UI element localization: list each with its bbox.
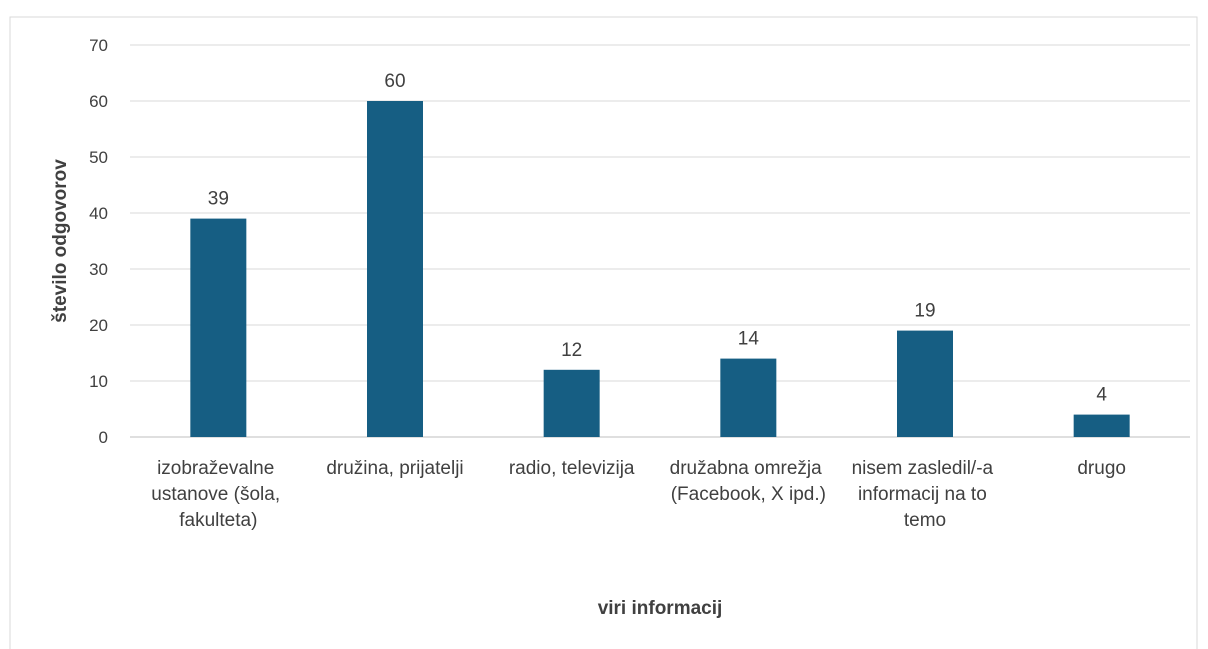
y-tick-label: 40 [89,204,108,223]
chart-frame [9,16,1198,649]
x-tick-label: nisem zasledil/-a informacij na to temo [852,458,999,531]
y-tick-label: 30 [89,260,108,279]
bar [190,218,247,437]
x-tick-label: drugo [1077,458,1126,479]
bar [367,101,423,437]
data-label: 19 [914,301,935,322]
data-label: 14 [738,329,760,350]
data-label: 4 [1096,385,1107,406]
data-label: 39 [208,189,229,210]
y-axis-title: število odgovorov [50,159,71,323]
data-label: 12 [561,340,582,361]
bar [1073,414,1130,437]
x-tick-label: družina, prijatelji [326,458,463,479]
x-axis-title: viri informacij [598,598,723,619]
bar [543,369,600,437]
y-tick-label: 0 [99,428,108,447]
y-tick-label: 50 [89,148,108,167]
x-tick-label: izobraževalne ustanove (šola, fakulteta) [151,458,285,531]
bar [720,358,777,437]
y-tick-label: 60 [89,92,108,111]
y-tick-label: 70 [89,36,108,55]
x-tick-label: radio, televizija [509,458,635,479]
data-label: 60 [384,71,405,92]
y-tick-label: 10 [89,372,108,391]
bar [897,330,953,437]
x-tick-label: družabna omrežja (Facebook, X ipd.) [670,458,827,505]
y-tick-label: 20 [89,316,108,335]
